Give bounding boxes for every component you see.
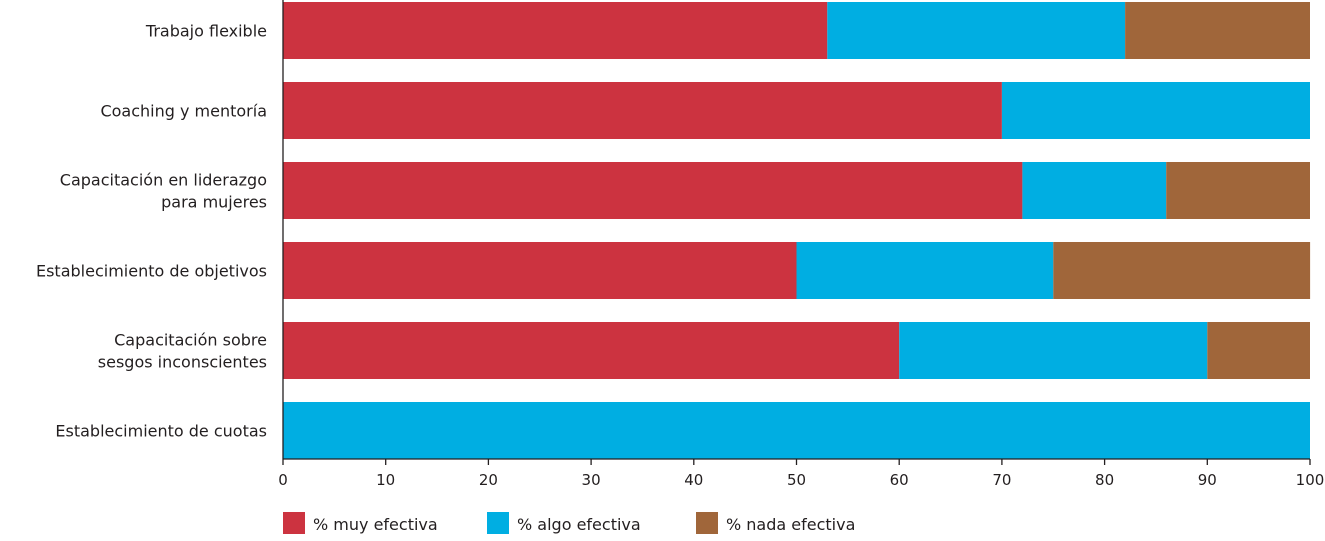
category-label: Coaching y mentoría bbox=[100, 102, 267, 121]
legend-label: % muy efectiva bbox=[313, 515, 438, 534]
legend: % muy efectiva % algo efectiva % nada efec… bbox=[283, 512, 855, 534]
category-label: Establecimiento de objetivos bbox=[36, 262, 267, 281]
x-tick-label: 100 bbox=[1296, 471, 1325, 489]
x-tick-label: 70 bbox=[992, 471, 1011, 489]
bar-segment-1-row-2 bbox=[283, 82, 1002, 139]
x-tick-label: 80 bbox=[1095, 471, 1114, 489]
legend-swatch bbox=[487, 512, 509, 534]
x-tick-label: 60 bbox=[890, 471, 909, 489]
bars-group bbox=[283, 2, 1311, 459]
category-label: Establecimiento de cuotas bbox=[55, 422, 267, 441]
x-tick-label: 40 bbox=[684, 471, 703, 489]
bar-segment-1-row-3 bbox=[283, 162, 1023, 219]
bar-segment-3-row-3 bbox=[1166, 162, 1310, 219]
bar-segment-3-row-5 bbox=[1207, 322, 1310, 379]
bar-segment-1-row-5 bbox=[283, 322, 900, 379]
bar-segment-2-row-4 bbox=[796, 242, 1054, 299]
category-label: Capacitación en liderazgo bbox=[60, 171, 267, 190]
bar-segment-1-row-4 bbox=[283, 242, 797, 299]
bar-segment-3-row-1 bbox=[1125, 2, 1310, 59]
legend-swatch bbox=[283, 512, 305, 534]
bar-segment-2-row-2 bbox=[1001, 82, 1310, 139]
bar-segment-2-row-6 bbox=[283, 402, 1310, 459]
category-label: para mujeres bbox=[161, 193, 267, 212]
category-labels: Trabajo flexible Coaching y mentoría Capac… bbox=[36, 22, 267, 441]
x-tick-label: 20 bbox=[479, 471, 498, 489]
x-axis-ticks: 0 10 20 30 40 50 60 70 80 90 100 bbox=[278, 459, 1324, 489]
x-tick-label: 90 bbox=[1198, 471, 1217, 489]
legend-label: % nada efectiva bbox=[726, 515, 855, 534]
bar-segment-1-row-1 bbox=[283, 2, 828, 59]
legend-swatch bbox=[696, 512, 718, 534]
x-tick-label: 30 bbox=[582, 471, 601, 489]
x-tick-label: 0 bbox=[278, 471, 288, 489]
bar-segment-2-row-1 bbox=[827, 2, 1126, 59]
category-label: Capacitación sobre bbox=[114, 331, 267, 350]
legend-label: % algo efectiva bbox=[517, 515, 641, 534]
x-tick-label: 10 bbox=[376, 471, 395, 489]
x-tick-label: 50 bbox=[787, 471, 806, 489]
category-label: sesgos inconscientes bbox=[98, 353, 267, 372]
bar-segment-2-row-3 bbox=[1022, 162, 1167, 219]
bar-segment-2-row-5 bbox=[899, 322, 1208, 379]
bar-segment-3-row-4 bbox=[1053, 242, 1311, 299]
category-label: Trabajo flexible bbox=[145, 22, 267, 41]
